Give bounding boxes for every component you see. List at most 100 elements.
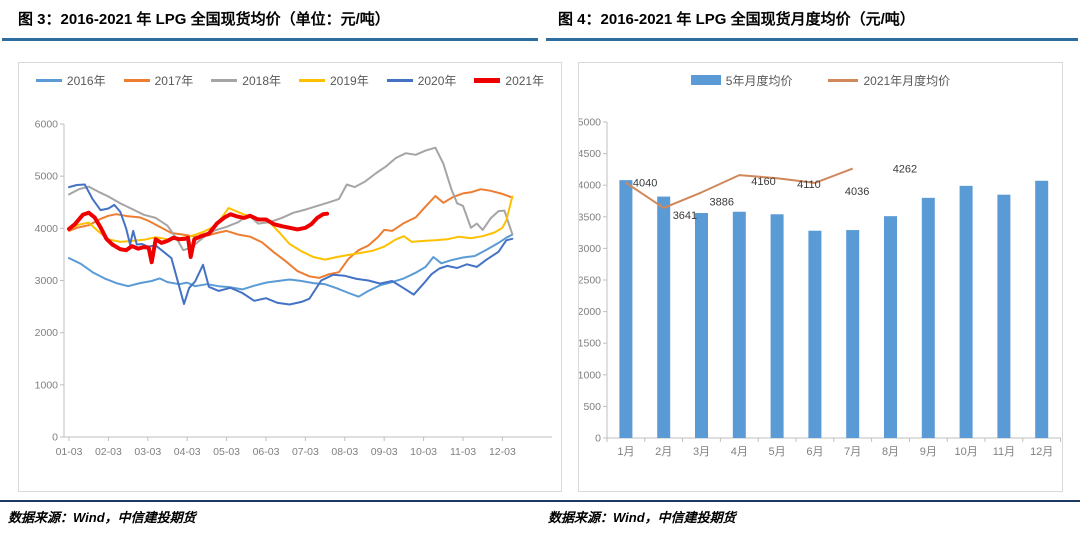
legend-item-2020年: 2020年: [386, 72, 457, 89]
axis-tick-label: 5000: [35, 171, 59, 183]
bar-3月: [695, 213, 708, 438]
legend-label: 2021年月度均价: [863, 73, 951, 88]
axis-tick-label: 09-03: [371, 446, 398, 458]
axis-tick-label: 07-03: [292, 446, 319, 458]
legend-label: 5年月度均价: [725, 73, 793, 88]
axis-tick-label: 1000: [35, 379, 59, 391]
axis-tick-label: 4000: [35, 223, 59, 235]
series-2020年: [68, 183, 514, 306]
legend-item-2019年: 2019年: [299, 72, 369, 89]
axis-tick-label: 12-03: [489, 446, 516, 458]
legend-bar-swatch: [690, 75, 721, 85]
axis-tick-label: 08-03: [331, 446, 358, 458]
data-label: 3886: [710, 196, 734, 208]
axis-tick-label: 3000: [579, 243, 601, 255]
axis-tick-label: 11月: [993, 446, 1015, 458]
axis-tick-label: 12月: [1030, 446, 1053, 458]
axis-tick-label: 4000: [579, 180, 601, 192]
legend-item-2016年: 2016年: [35, 72, 106, 89]
data-label: 4262: [893, 164, 917, 176]
figure3-legend: 2016年 2017年 2018年 2019年 2020年 2021年: [19, 63, 561, 97]
bar-7月: [846, 230, 860, 438]
data-label: 4040: [633, 178, 657, 190]
legend-label: 2020年: [417, 73, 457, 88]
figure4-source: 数据来源：Wind，中信建投期货: [548, 510, 736, 525]
figure3-title-underline: [2, 38, 538, 41]
axis-tick-label: 5月: [769, 446, 786, 458]
series-2018年: [68, 146, 514, 252]
legend-label: 2021年: [505, 73, 545, 88]
bar-12月: [1035, 180, 1049, 438]
data-label: 4036: [845, 186, 869, 198]
legend-line-swatch: [35, 78, 62, 82]
bar-11月: [997, 194, 1011, 438]
axis-tick-label: 0: [52, 432, 58, 444]
axis-tick-label: 4500: [579, 148, 601, 160]
series-2017年: [68, 188, 514, 279]
axis-tick-label: 3500: [579, 211, 601, 223]
figure3-title: 图 3：2016-2021 年 LPG 全国现货均价（单位：元/吨）: [18, 11, 390, 28]
legend-item-5年月度均价: 5年月度均价: [690, 72, 793, 89]
data-label: 4160: [751, 176, 775, 188]
bar-4月: [732, 211, 746, 438]
bar-9月: [921, 197, 935, 438]
axis-tick-label: 4月: [731, 446, 748, 458]
axis-tick-label: 01-03: [56, 446, 83, 458]
axis-tick-label: 1月: [617, 446, 634, 458]
axis-tick-label: 11-03: [450, 446, 476, 458]
legend-item-2018年: 2018年: [211, 72, 281, 89]
legend-label: 2017年: [154, 73, 194, 88]
axis-tick-label: 3月: [693, 446, 710, 458]
axis-tick-label: 2月: [655, 446, 672, 458]
figure4-title-underline: [546, 38, 1078, 41]
axis-tick-label: 0: [595, 433, 601, 445]
footer-divider: [0, 500, 1080, 502]
axis-tick-label: 1500: [579, 338, 601, 350]
legend-line-swatch: [386, 78, 413, 82]
axis-tick-label: 2000: [579, 306, 601, 318]
legend-line-swatch: [828, 78, 859, 82]
axis-tick-label: 7月: [844, 446, 861, 458]
figure3-line-plot: 0 1000 2000 3000 4000 5000 6000 01-03 02-03 03-03…: [35, 119, 552, 458]
axis-tick-label: 2500: [579, 275, 601, 287]
series-2021年: [67, 210, 330, 265]
figure4-chart-box: 5年月度均价 2021年月度均价 0 500 1000 1500 2000 2500 3000…: [578, 62, 1063, 492]
axis-tick-label: 02-03: [95, 446, 122, 458]
axis-tick-label: 10-03: [410, 446, 437, 458]
axis-tick-label: 1000: [579, 369, 601, 381]
bar-2月: [657, 196, 671, 438]
figure4-bar-plot: 0 500 1000 1500 2000 2500 3000 3500 4000 4500 5000…: [579, 117, 1062, 458]
axis-tick-label: 9月: [920, 446, 937, 458]
legend-line-swatch: [474, 77, 501, 83]
data-label: 3641: [673, 210, 697, 222]
legend-label: 2016年: [66, 73, 106, 88]
axis-tick-label: 10月: [954, 446, 977, 458]
legend-label: 2019年: [330, 73, 369, 88]
figure4-legend: 5年月度均价 2021年月度均价: [579, 63, 1062, 97]
legend-line-swatch: [211, 78, 238, 82]
bar-6月: [808, 230, 822, 438]
legend-label: 2018年: [242, 73, 281, 88]
bar-10月: [959, 185, 973, 438]
axis-tick-label: 6月: [806, 446, 823, 458]
axis-tick-label: 03-03: [134, 446, 161, 458]
axis-tick-label: 2000: [35, 327, 59, 339]
bar-5月: [770, 214, 784, 438]
axis-tick-label: 6000: [35, 119, 59, 131]
series-2021年月度均价: [625, 167, 854, 209]
legend-item-2021年月度均价: 2021年月度均价: [828, 72, 950, 89]
data-label: 4110: [797, 179, 821, 191]
axis-tick-label: 04-03: [174, 446, 201, 458]
legend-item-2017年: 2017年: [123, 72, 194, 89]
bar-1月: [619, 180, 633, 439]
axis-tick-label: 5000: [579, 117, 601, 129]
series-2016年: [68, 233, 514, 298]
axis-tick-label: 3000: [35, 275, 59, 287]
legend-line-swatch: [299, 78, 325, 82]
figure3-chart-box: 2016年 2017年 2018年 2019年 2020年 2021年 0 1000 2000…: [18, 62, 562, 492]
legend-item-2021年: 2021年: [474, 72, 544, 89]
series-2019年: [68, 195, 514, 261]
bar-8月: [884, 216, 897, 438]
axis-tick-label: 06-03: [253, 446, 280, 458]
